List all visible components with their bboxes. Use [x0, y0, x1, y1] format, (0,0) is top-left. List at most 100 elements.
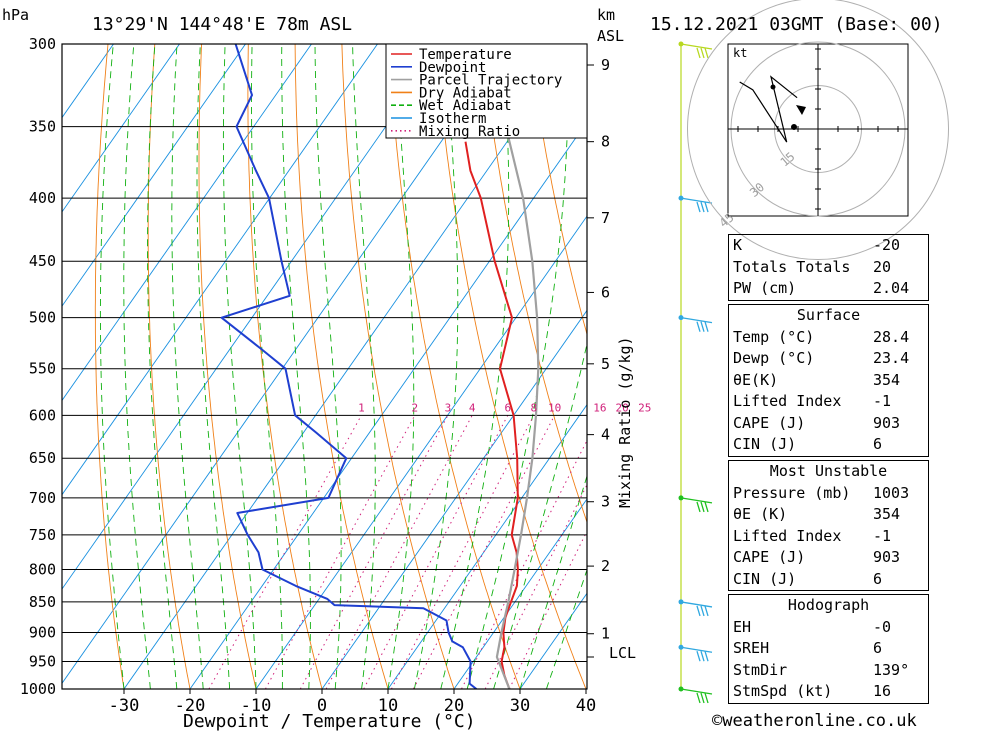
mixing-ratio-label: 16 [593, 401, 606, 414]
km-tick-label: 4 [601, 426, 610, 444]
wind-barb-feather [704, 201, 709, 213]
index-row: PW (cm) 2.04 [729, 278, 928, 300]
index-row: EH -0 [729, 617, 928, 639]
wind-barb-feather [696, 201, 701, 213]
dry-adiabat-line [993, 35, 1000, 689]
wind-barb [680, 688, 713, 704]
index-value: 903 [873, 548, 901, 566]
index-label: CIN (J) [733, 569, 797, 588]
x-tick-label: 10 [378, 696, 398, 716]
hodograph-storm-marker [791, 124, 797, 130]
wet-adiabat-line [413, 44, 459, 689]
most-unstable-title: Most Unstable [769, 462, 888, 480]
hodograph-title: Hodograph [787, 596, 870, 614]
most-unstable-box: Most Unstable Pressure (mb) 1003 θE (K) 354… [728, 460, 929, 591]
wet-adiabat-line [440, 44, 510, 689]
index-row: Lifted Index -1 [729, 526, 928, 548]
index-value: 23.4 [873, 349, 910, 367]
wind-barb [680, 601, 713, 617]
hpa-label: hPa [2, 6, 29, 24]
pressure-tick-label: 1000 [20, 680, 56, 698]
location-title: 13°29'N 144°48'E 78m ASL [92, 14, 352, 35]
index-label: StmSpd (kt) [733, 682, 833, 700]
index-value: 16 [873, 682, 892, 700]
wind-barb-staff [680, 317, 713, 324]
wind-barb-feather [704, 501, 709, 513]
pressure-tick-label: 650 [29, 449, 56, 467]
mixing-ratio-label: 10 [548, 401, 561, 414]
km-label: km [597, 6, 615, 24]
index-row: StmSpd (kt) 16 [729, 681, 928, 703]
wind-barb-staff [680, 688, 713, 695]
dry-adiabat-line [947, 35, 1000, 689]
isotherm-line [62, 44, 246, 307]
pressure-tick-label: 900 [29, 624, 56, 642]
mixing-ratio-label: 25 [638, 401, 651, 414]
wind-barb-feather [700, 605, 705, 617]
mixing-ratio-label: 3 [445, 401, 452, 414]
index-label: Dewp (°C) [733, 349, 815, 367]
km-tick-label: 8 [601, 133, 610, 151]
index-value: 20 [873, 257, 892, 276]
index-value: 2.04 [873, 279, 910, 297]
sounding-profiles [220, 44, 540, 689]
wet-adiabat-line [352, 44, 376, 689]
wind-barb [680, 646, 713, 662]
wind-barb [680, 317, 713, 332]
legend-entry: Dewpoint [419, 60, 486, 76]
km-tick-label: 3 [601, 493, 610, 511]
isotherm-line [255, 215, 587, 689]
dry-adiabat-line [388, 44, 521, 689]
index-row: CIN (J) 6 [729, 569, 928, 591]
index-value: 903 [873, 413, 901, 432]
isotherm-line [62, 44, 378, 496]
x-axis-label: Dewpoint / Temperature (°C) [183, 711, 476, 732]
mixing-ratio-label: 6 [504, 401, 511, 414]
legend-entry: Wet Adiabat [419, 98, 512, 114]
legend-entry: Isotherm [419, 111, 486, 127]
index-label: Temp (°C) [733, 327, 815, 346]
dry-adiabat-line [481, 44, 587, 524]
x-tick-label: -20 [175, 696, 206, 716]
hodograph-box: Hodograph EH -0 SREH 6 StmDir 139° StmSpd (kt)… [728, 594, 929, 704]
x-tick-label: 0 [317, 696, 327, 716]
index-value: 6 [873, 569, 883, 588]
index-row: K -20 [729, 235, 928, 257]
mixing-ratio-label: 4 [469, 401, 476, 414]
isotherm-line [189, 121, 587, 689]
wind-barb [680, 43, 713, 59]
km-tick-label: 5 [601, 355, 610, 373]
copyright-footer[interactable]: ©weatheronline.co.uk [712, 711, 917, 731]
km-tick-label: 9 [601, 56, 610, 74]
wind-barb-feather [704, 605, 709, 617]
hodograph-arrow [796, 105, 806, 115]
isotherm-line [62, 44, 114, 119]
wind-barb-feather [700, 692, 705, 704]
hodograph-point [770, 84, 776, 90]
index-label: CIN (J) [733, 435, 797, 453]
legend-box [385, 43, 588, 139]
legend-entry: Temperature [419, 47, 512, 63]
index-label: CAPE (J) [733, 548, 806, 566]
index-row: SREH 6 [729, 638, 928, 660]
index-value: 139° [873, 660, 910, 679]
wind-barb-staff [680, 197, 713, 204]
wind-barb-staff [680, 43, 713, 50]
wind-barb-feather [700, 201, 705, 213]
pressure-tick-label: 850 [29, 593, 56, 611]
km-tick-label: 2 [601, 557, 610, 575]
wind-barb-feather [696, 692, 701, 704]
index-value: 1003 [873, 483, 910, 502]
index-label: Lifted Index [733, 392, 842, 410]
hodograph-trace [739, 75, 798, 143]
dry-adiabat-line [528, 44, 587, 336]
wind-barb-staff [680, 601, 713, 608]
pressure-tick-label: 300 [29, 35, 56, 53]
km-tick-label: 6 [601, 283, 610, 301]
index-value: 354 [873, 505, 901, 523]
wet-adiabat-line [545, 568, 587, 689]
km-tick-label: 1 [601, 625, 610, 643]
index-row: StmDir 139° [729, 660, 928, 682]
pressure-tick-label: 450 [29, 252, 56, 270]
wind-barb-feather [696, 501, 701, 513]
